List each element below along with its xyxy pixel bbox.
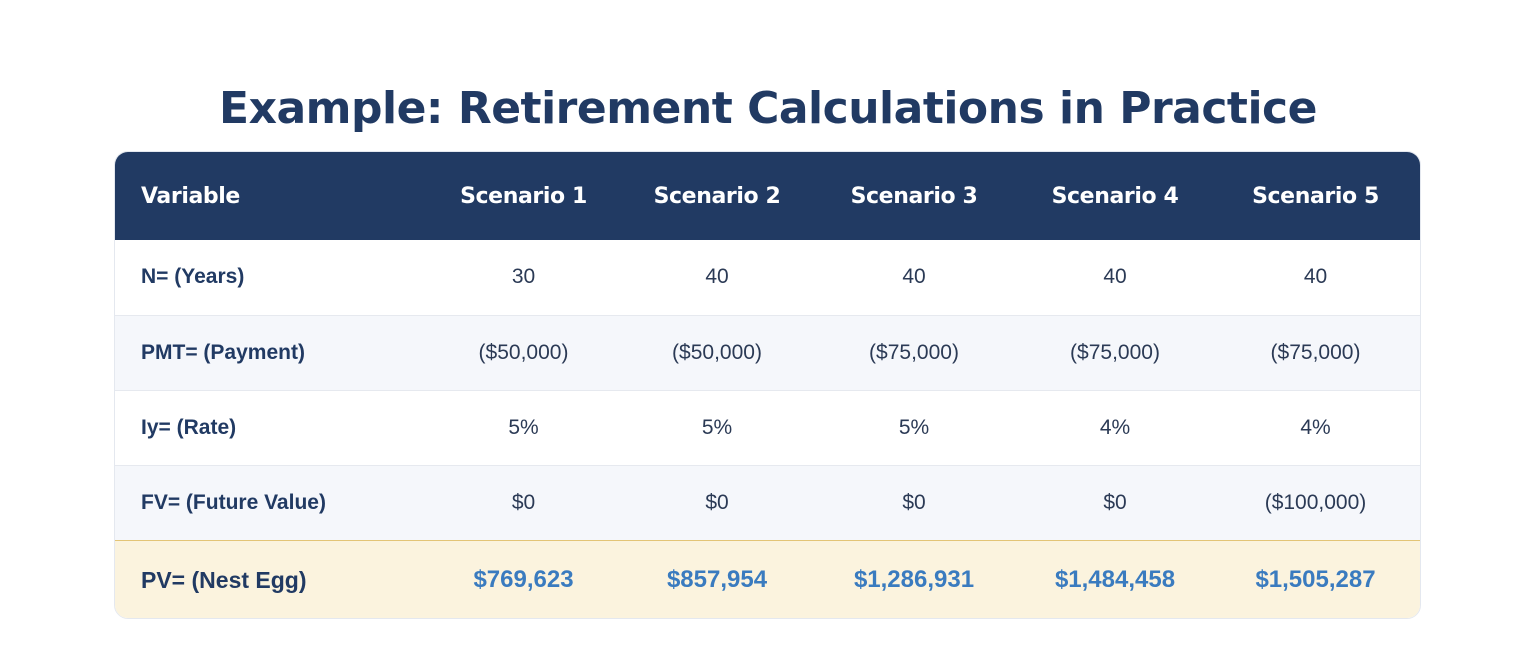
header-scenario-5: Scenario 5 — [1252, 183, 1379, 209]
row-label: FV= (Future Value) — [141, 490, 326, 514]
total-cell: $1,286,931 — [853, 566, 975, 594]
header-scenario-2: Scenario 2 — [653, 183, 781, 209]
header-variable: Variable — [141, 183, 240, 209]
total-cell: $769,623 — [473, 566, 574, 594]
table-row-future-value: FV= (Future Value) $0 $0 $0 $0 ($100,000… — [115, 465, 1420, 540]
row-label: N= (Years) — [141, 265, 245, 289]
table-cell: 5% — [898, 415, 930, 439]
table-cell: 4% — [1300, 415, 1331, 439]
table-row-nest-egg: PV= (Nest Egg) $769,623 $857,954 $1,286,… — [115, 540, 1420, 618]
table-cell: 40 — [902, 265, 926, 289]
table-cell: 30 — [511, 265, 536, 289]
table-row-payment: PMT= (Payment) ($50,000) ($50,000) ($75,… — [115, 315, 1420, 390]
table-header-row: Variable Scenario 1 Scenario 2 Scenario … — [115, 152, 1420, 240]
total-cell: $1,484,458 — [1054, 566, 1176, 594]
header-scenario-4: Scenario 4 — [1051, 183, 1179, 209]
retirement-table-card: Variable Scenario 1 Scenario 2 Scenario … — [114, 151, 1421, 619]
total-cell: $1,505,287 — [1255, 566, 1376, 594]
table-cell: ($75,000) — [869, 340, 959, 364]
table-cell: ($50,000) — [672, 340, 762, 364]
row-label: PMT= (Payment) — [141, 340, 305, 364]
table-cell: $0 — [902, 490, 926, 514]
row-label: PV= (Nest Egg) — [141, 566, 307, 593]
table-cell: 4% — [1099, 415, 1131, 439]
total-cell: $857,954 — [666, 566, 768, 594]
table-cell: $0 — [705, 490, 729, 514]
table-cell: ($75,000) — [1270, 340, 1361, 364]
table-cell: 40 — [705, 265, 729, 289]
header-scenario-1: Scenario 1 — [460, 183, 587, 209]
table-cell: $0 — [1103, 490, 1127, 514]
table-cell: ($100,000) — [1264, 490, 1367, 514]
table-cell: ($50,000) — [478, 340, 569, 364]
table-row-years: N= (Years) 30 40 40 40 40 — [115, 240, 1420, 315]
table-cell: 5% — [701, 415, 733, 439]
header-scenario-3: Scenario 3 — [850, 183, 978, 209]
table-cell: 40 — [1303, 265, 1328, 289]
table-cell: $0 — [511, 490, 536, 514]
row-label: Iy= (Rate) — [141, 415, 237, 439]
retirement-table: Variable Scenario 1 Scenario 2 Scenario … — [115, 152, 1420, 618]
table-cell: 5% — [508, 415, 539, 439]
page-title: Example: Retirement Calculations in Prac… — [219, 83, 1317, 135]
table-row-rate: Iy= (Rate) 5% 5% 5% 4% 4% — [115, 390, 1420, 465]
table-cell: ($75,000) — [1070, 340, 1160, 364]
table-cell: 40 — [1103, 265, 1127, 289]
